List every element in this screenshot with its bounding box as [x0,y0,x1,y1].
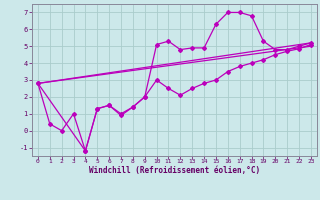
X-axis label: Windchill (Refroidissement éolien,°C): Windchill (Refroidissement éolien,°C) [89,166,260,175]
